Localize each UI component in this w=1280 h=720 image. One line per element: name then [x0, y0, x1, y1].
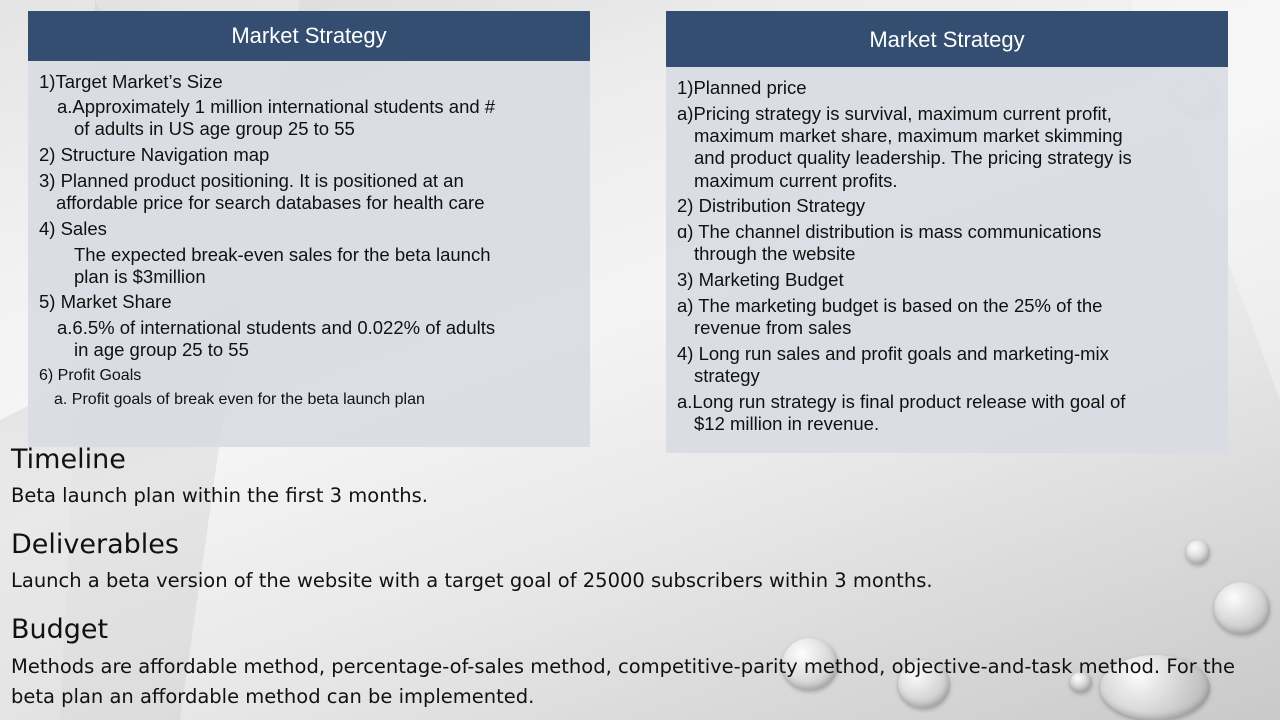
text-line: revenue from sales	[694, 317, 852, 338]
water-drop-3	[782, 638, 838, 690]
text-line: 2) Distribution Strategy	[677, 195, 866, 216]
text-line: 3) Marketing Budget	[677, 269, 844, 290]
text-line: 2) Structure Navigation map	[39, 144, 270, 165]
text-line: maximum current profits.	[694, 170, 898, 191]
budget-text-line: Methods are affordable method, percentag…	[11, 655, 1235, 678]
text-line: a.6.5% of international students and 0.0…	[57, 317, 496, 338]
text-line: a) The marketing budget is based on the …	[677, 295, 1103, 316]
text-line: $12 million in revenue.	[694, 413, 880, 434]
right-strategy-panel: Market Strategy 1)Planned price a)Pricin…	[666, 11, 1228, 453]
text-line: 4) Long run sales and profit goals and m…	[677, 343, 1109, 364]
left-strategy-panel: Market Strategy 1)Target Market’s Size a…	[28, 11, 590, 447]
text-line: a)Pricing strategy is survival, maximum …	[677, 103, 1112, 124]
text-line: 5) Market Share	[39, 291, 172, 312]
budget-heading: Budget	[11, 614, 109, 645]
text-line: affordable price for search databases fo…	[56, 192, 485, 213]
text-line: 1)Planned price	[677, 77, 807, 98]
text-line: The expected break-even sales for the be…	[74, 244, 491, 265]
text-line: and product quality leadership. The pric…	[694, 147, 1132, 168]
budget-text-line: beta plan an affordable method can be im…	[11, 685, 535, 708]
text-line: a.Long run strategy is final product rel…	[677, 391, 1126, 412]
text-line: 6) Profit Goals	[39, 367, 142, 384]
text-line: 1)Target Market’s Size	[39, 71, 223, 92]
deliverables-heading: Deliverables	[11, 529, 179, 560]
panel-title: Market Strategy	[666, 11, 1228, 67]
text-line: 4) Sales	[39, 218, 107, 239]
water-drop-5	[1100, 655, 1210, 720]
text-line: ɑ) The channel distribution is mass comm…	[677, 221, 1102, 242]
text-line: strategy	[694, 365, 760, 386]
text-line: maximum market share, maximum market ski…	[694, 125, 1123, 146]
panel-title: Market Strategy	[28, 11, 590, 61]
text-line: through the website	[694, 243, 856, 264]
water-drop-1	[1186, 540, 1210, 564]
deliverables-text: Launch a beta version of the website wit…	[11, 569, 933, 592]
water-drop-7	[1070, 672, 1092, 692]
water-drop-2	[1214, 582, 1270, 634]
text-line: plan is $3million	[74, 266, 206, 287]
water-drop-4	[898, 660, 950, 708]
text-line: a.Approximately 1 million international …	[57, 96, 496, 117]
timeline-text: Beta launch plan within the first 3 mont…	[11, 484, 428, 507]
text-line: a. Profit goals of break even for the be…	[54, 391, 425, 408]
text-line: 3) Planned product positioning. It is po…	[39, 170, 464, 191]
text-line: in age group 25 to 55	[74, 339, 249, 360]
timeline-heading: Timeline	[11, 444, 126, 475]
text-line: of adults in US age group 25 to 55	[74, 118, 355, 139]
